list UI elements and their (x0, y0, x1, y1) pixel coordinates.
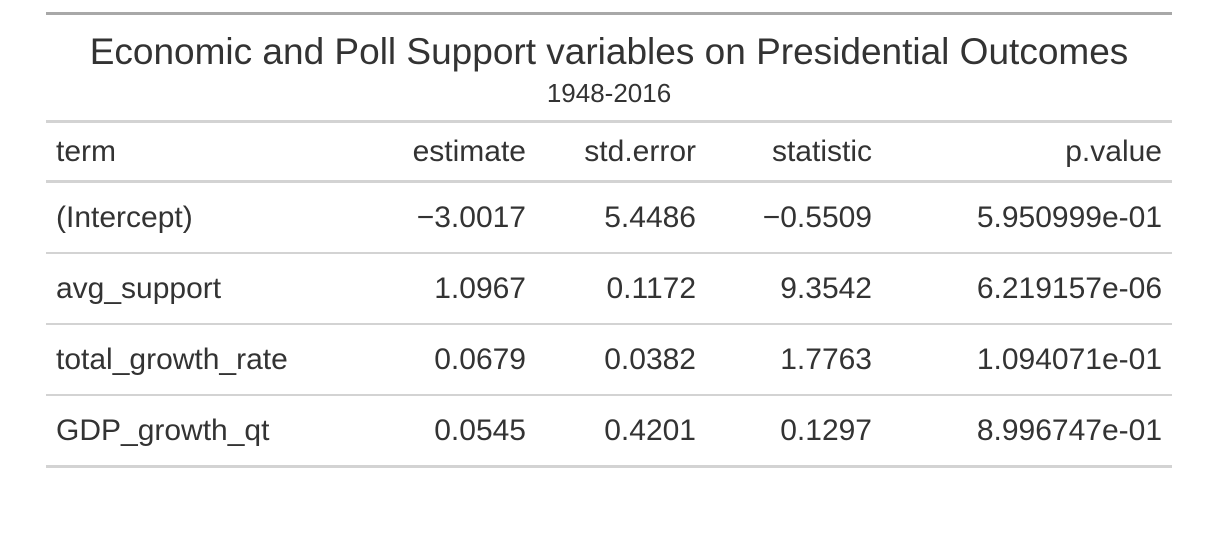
estimate-cell: 0.0545 (366, 395, 536, 468)
std-error-cell: 0.0382 (536, 324, 706, 396)
estimate-cell: 0.0679 (366, 324, 536, 396)
column-header-std-error: std.error (536, 123, 706, 183)
statistic-cell: 9.3542 (706, 253, 882, 325)
column-header-p-value: p.value (882, 123, 1172, 183)
statistic-cell: 0.1297 (706, 395, 882, 468)
table-title: Economic and Poll Support variables on P… (89, 31, 1129, 72)
statistic-cell: 1.7763 (706, 324, 882, 396)
table-subtitle: 1948-2016 (546, 78, 672, 108)
estimate-cell: −3.0017 (366, 181, 536, 254)
header-row: term estimate std.error statistic p.valu… (46, 123, 1172, 183)
p-value-cell: 5.950999e-01 (882, 181, 1172, 254)
heading-divider (46, 120, 1172, 123)
table-top-border (46, 12, 1172, 15)
column-header-term: term (46, 123, 366, 183)
column-header-statistic: statistic (706, 123, 882, 183)
p-value-cell: 8.996747e-01 (882, 395, 1172, 468)
p-value-cell: 1.094071e-01 (882, 324, 1172, 396)
std-error-cell: 5.4486 (536, 181, 706, 254)
column-header-estimate: estimate (366, 123, 536, 183)
table-row: total_growth_rate 0.0679 0.0382 1.7763 1… (46, 324, 1172, 396)
regression-table: term estimate std.error statistic p.valu… (46, 123, 1172, 468)
term-cell: avg_support (46, 253, 366, 325)
table-row: (Intercept) −3.0017 5.4486 −0.5509 5.950… (46, 181, 1172, 254)
regression-table-container: Economic and Poll Support variables on P… (46, 12, 1172, 468)
std-error-cell: 0.1172 (536, 253, 706, 325)
p-value-cell: 6.219157e-06 (882, 253, 1172, 325)
term-cell: (Intercept) (46, 181, 366, 254)
std-error-cell: 0.4201 (536, 395, 706, 468)
statistic-cell: −0.5509 (706, 181, 882, 254)
table-row: avg_support 1.0967 0.1172 9.3542 6.21915… (46, 253, 1172, 325)
term-cell: total_growth_rate (46, 324, 366, 396)
table-row: GDP_growth_qt 0.0545 0.4201 0.1297 8.996… (46, 395, 1172, 468)
term-cell: GDP_growth_qt (46, 395, 366, 468)
estimate-cell: 1.0967 (366, 253, 536, 325)
